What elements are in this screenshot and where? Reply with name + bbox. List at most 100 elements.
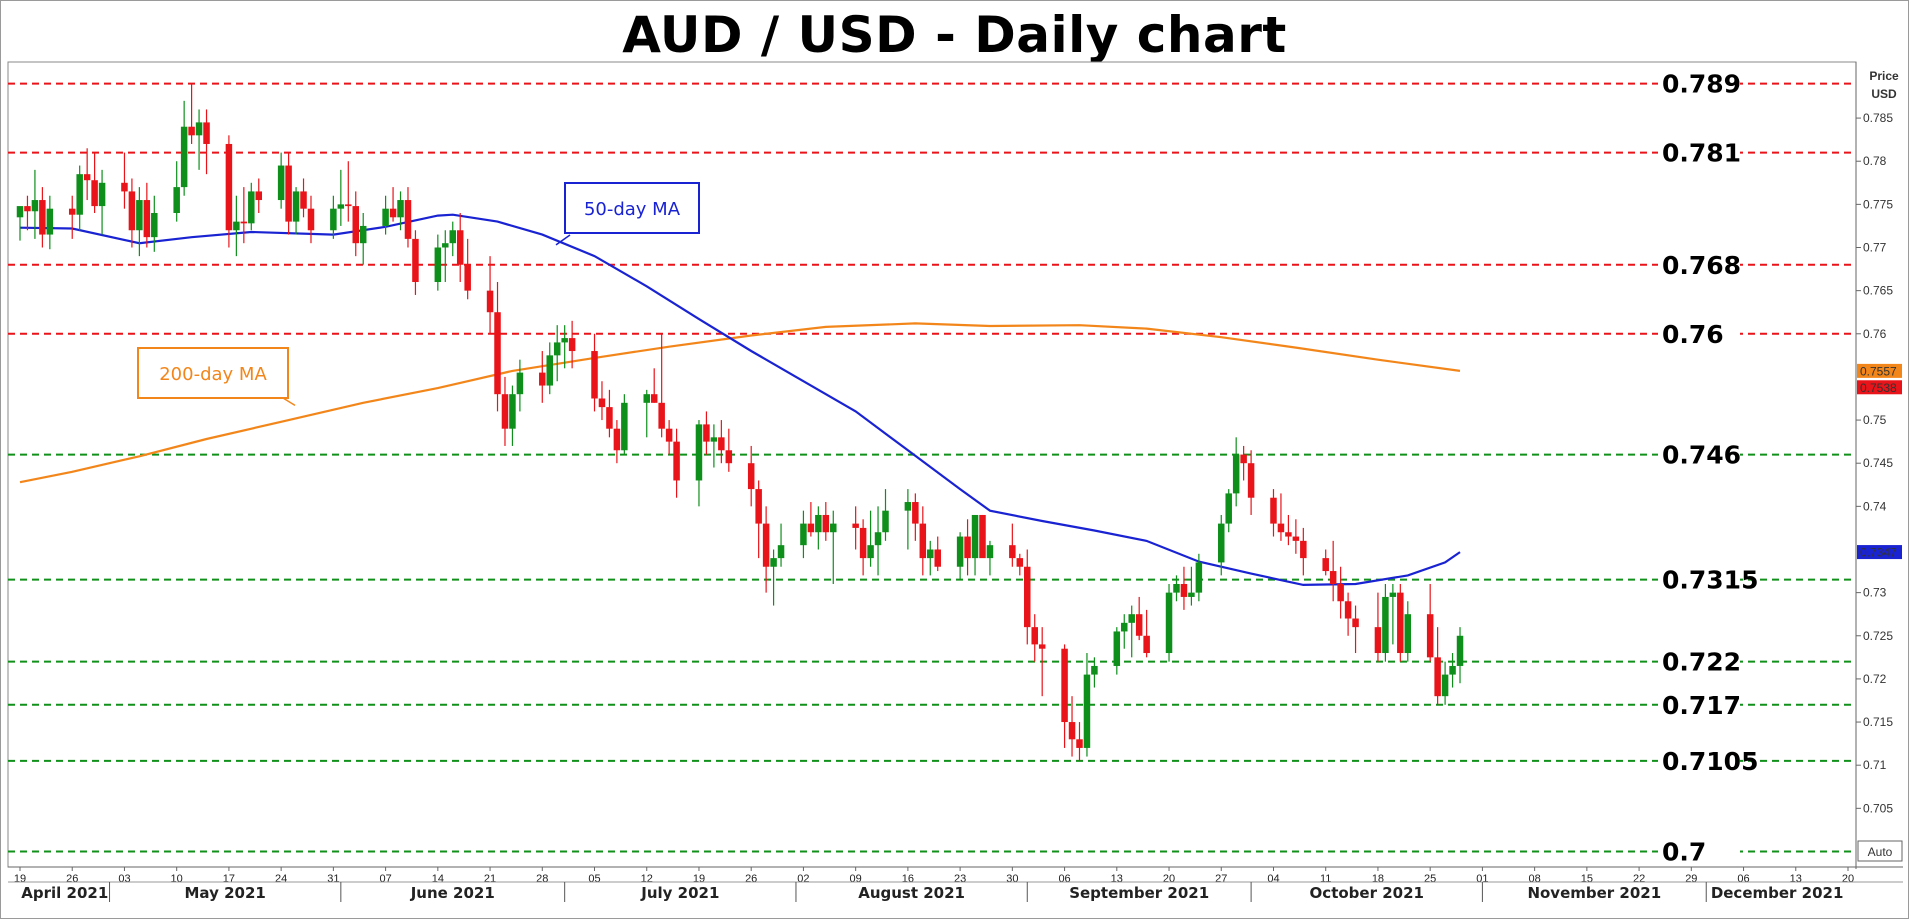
candle-body	[777, 545, 785, 559]
candle	[456, 212, 464, 283]
candle	[703, 411, 710, 455]
candle-body	[1232, 454, 1240, 494]
candle	[658, 333, 665, 438]
level-label: 0.76	[1662, 320, 1724, 349]
candle	[300, 178, 307, 218]
candle-body	[121, 182, 128, 192]
candle-body	[546, 355, 553, 386]
candle-body	[874, 532, 882, 546]
candle-body	[1322, 558, 1329, 572]
candle-body	[1285, 532, 1292, 537]
candle	[1404, 601, 1412, 662]
candle-body	[882, 510, 889, 533]
candle-body	[31, 200, 39, 212]
candle	[1434, 627, 1441, 705]
x-tick-label: 02	[797, 873, 809, 885]
candle	[964, 519, 971, 576]
candle-body	[486, 290, 494, 313]
x-tick-label: 29	[1685, 873, 1697, 885]
candle-body	[285, 165, 292, 222]
candle	[464, 238, 471, 300]
month-label: May 2021	[185, 884, 266, 902]
candle-body	[1352, 618, 1359, 628]
candle	[770, 549, 777, 606]
y-axis-title-line: USD	[1871, 87, 1897, 101]
candle-body	[1270, 497, 1277, 524]
month-label: June 2021	[410, 884, 495, 902]
candle	[1292, 519, 1300, 554]
candle	[1180, 566, 1188, 610]
candle-body	[986, 545, 994, 559]
candle-body	[1121, 622, 1128, 632]
x-tick-label: 27	[1215, 873, 1227, 885]
candle-body	[912, 502, 919, 524]
candle-body	[1135, 614, 1143, 636]
candle	[1382, 583, 1389, 662]
candle	[46, 195, 54, 250]
candle	[1449, 653, 1456, 688]
candle-body	[516, 372, 524, 395]
candle-body	[39, 200, 46, 235]
candle-body	[613, 428, 621, 451]
candle-body	[1038, 644, 1046, 649]
candle	[292, 187, 300, 235]
candle-body	[255, 191, 263, 201]
candle	[1173, 575, 1180, 602]
candle	[225, 135, 233, 248]
candle-body	[76, 174, 83, 215]
candle	[1232, 437, 1240, 507]
candle-body	[233, 221, 240, 231]
candle-body	[1329, 571, 1337, 584]
candle-body	[98, 182, 106, 207]
candle	[859, 519, 867, 576]
candle	[718, 420, 725, 464]
candle	[98, 169, 106, 235]
candle	[762, 506, 770, 593]
candle-body	[1061, 648, 1068, 723]
x-tick-label: 20	[1842, 873, 1854, 885]
candle	[546, 342, 553, 395]
candle-body	[292, 191, 300, 222]
candle-body	[240, 221, 248, 224]
x-tick-label: 10	[171, 873, 183, 885]
candle	[1165, 583, 1173, 662]
candle-body	[434, 247, 442, 283]
candle-body	[1091, 665, 1098, 675]
candle	[747, 445, 755, 507]
candle-body	[591, 351, 598, 399]
candle-body	[815, 514, 822, 533]
level-label-bg	[1658, 317, 1740, 348]
candle-body	[1247, 463, 1255, 498]
candle-body	[151, 212, 158, 238]
candle-body	[464, 264, 471, 291]
candle-body	[1180, 583, 1188, 597]
candle	[173, 161, 180, 222]
candle-body	[136, 200, 143, 231]
candle-body	[927, 549, 934, 559]
candle-body	[456, 230, 464, 265]
candle-body	[673, 441, 680, 481]
level-label: 0.768	[1662, 251, 1741, 280]
x-tick-label: 28	[536, 873, 548, 885]
candle	[352, 191, 360, 257]
candle	[1247, 450, 1255, 515]
candle	[330, 195, 337, 239]
candle	[151, 195, 158, 252]
candle-body	[352, 206, 360, 244]
candle	[971, 514, 979, 576]
candle	[643, 389, 650, 438]
level-label-bg	[1658, 744, 1740, 775]
x-tick-label: 30	[1006, 873, 1018, 885]
candle	[553, 325, 561, 382]
y-tick-label: 0.765	[1863, 284, 1893, 298]
candle-body	[859, 527, 867, 559]
candle	[695, 420, 703, 507]
candle	[397, 191, 404, 231]
candle	[143, 182, 151, 248]
candle	[1128, 605, 1135, 658]
candle-body	[695, 424, 703, 481]
candle	[1061, 644, 1068, 748]
candle	[650, 368, 658, 403]
level-label: 0.746	[1662, 441, 1741, 470]
ma200-tag-label: 0.7557	[1860, 364, 1897, 378]
